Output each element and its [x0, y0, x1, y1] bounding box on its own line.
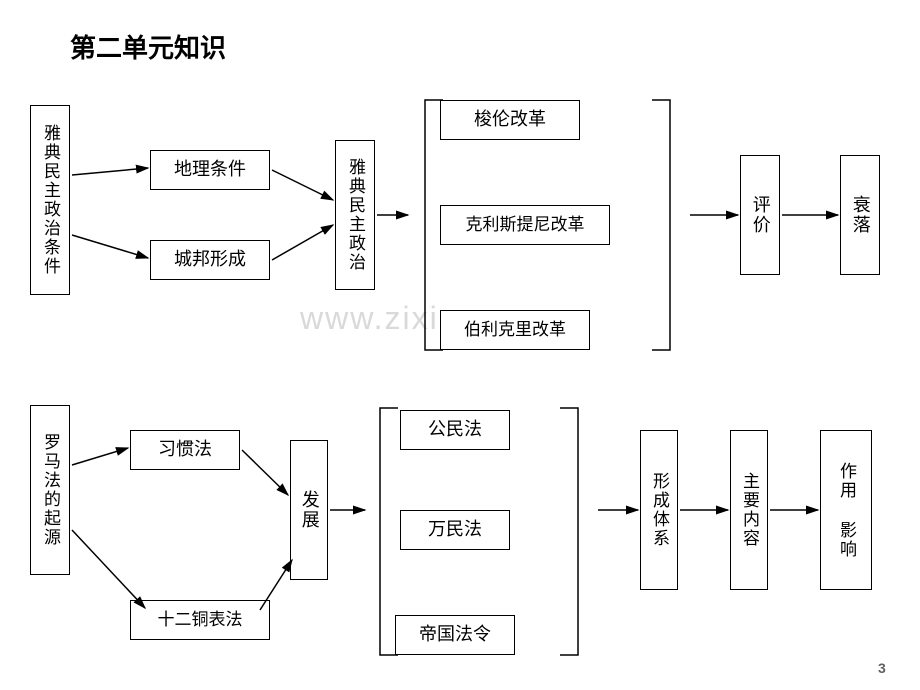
node-effect: 作用 影响 — [820, 430, 872, 590]
node-athens-conditions: 雅典民主政治条件 — [30, 105, 70, 295]
node-label: 公民法 — [428, 418, 482, 441]
node-label: 发展 — [297, 490, 320, 530]
node-solon: 梭伦改革 — [440, 100, 580, 140]
node-label: 十二铜表法 — [158, 609, 243, 631]
node-evaluation: 评价 — [740, 155, 780, 275]
node-twelve-tables: 十二铜表法 — [130, 600, 270, 640]
node-cleisthenes: 克利斯提尼改革 — [440, 205, 610, 245]
node-label: 伯利克里改革 — [464, 319, 566, 341]
node-label: 罗马法的起源 — [39, 433, 61, 547]
node-athens-democracy: 雅典民主政治 — [335, 140, 375, 290]
node-custom-law: 习惯法 — [130, 430, 240, 470]
node-label: 主要内容 — [738, 472, 760, 548]
node-label: 评价 — [748, 195, 771, 235]
node-development: 发展 — [290, 440, 328, 580]
node-pericles: 伯利克里改革 — [440, 310, 590, 350]
node-label: 克利斯提尼改革 — [466, 214, 585, 236]
node-imperial-edict: 帝国法令 — [395, 615, 515, 655]
node-content: 主要内容 — [730, 430, 768, 590]
node-label: 形成体系 — [648, 472, 670, 548]
node-label: 作用 影响 — [835, 462, 857, 559]
page-number: 3 — [878, 660, 886, 676]
node-label: 帝国法令 — [419, 623, 491, 646]
node-label: 雅典民主政治条件 — [39, 124, 61, 276]
node-label: 城邦形成 — [174, 248, 246, 271]
node-polis: 城邦形成 — [150, 240, 270, 280]
node-label: 地理条件 — [174, 158, 246, 181]
page-title: 第二单元知识 — [70, 28, 226, 65]
node-roman-origin: 罗马法的起源 — [30, 405, 70, 575]
node-label: 雅典民主政治 — [344, 158, 366, 272]
node-system: 形成体系 — [640, 430, 678, 590]
node-label: 习惯法 — [158, 438, 212, 461]
node-jus-gentium: 万民法 — [400, 510, 510, 550]
node-geography: 地理条件 — [150, 150, 270, 190]
node-decline: 衰落 — [840, 155, 880, 275]
node-label: 万民法 — [428, 518, 482, 541]
node-label: 衰落 — [848, 195, 871, 235]
node-civil-law: 公民法 — [400, 410, 510, 450]
node-label: 梭伦改革 — [474, 108, 546, 131]
